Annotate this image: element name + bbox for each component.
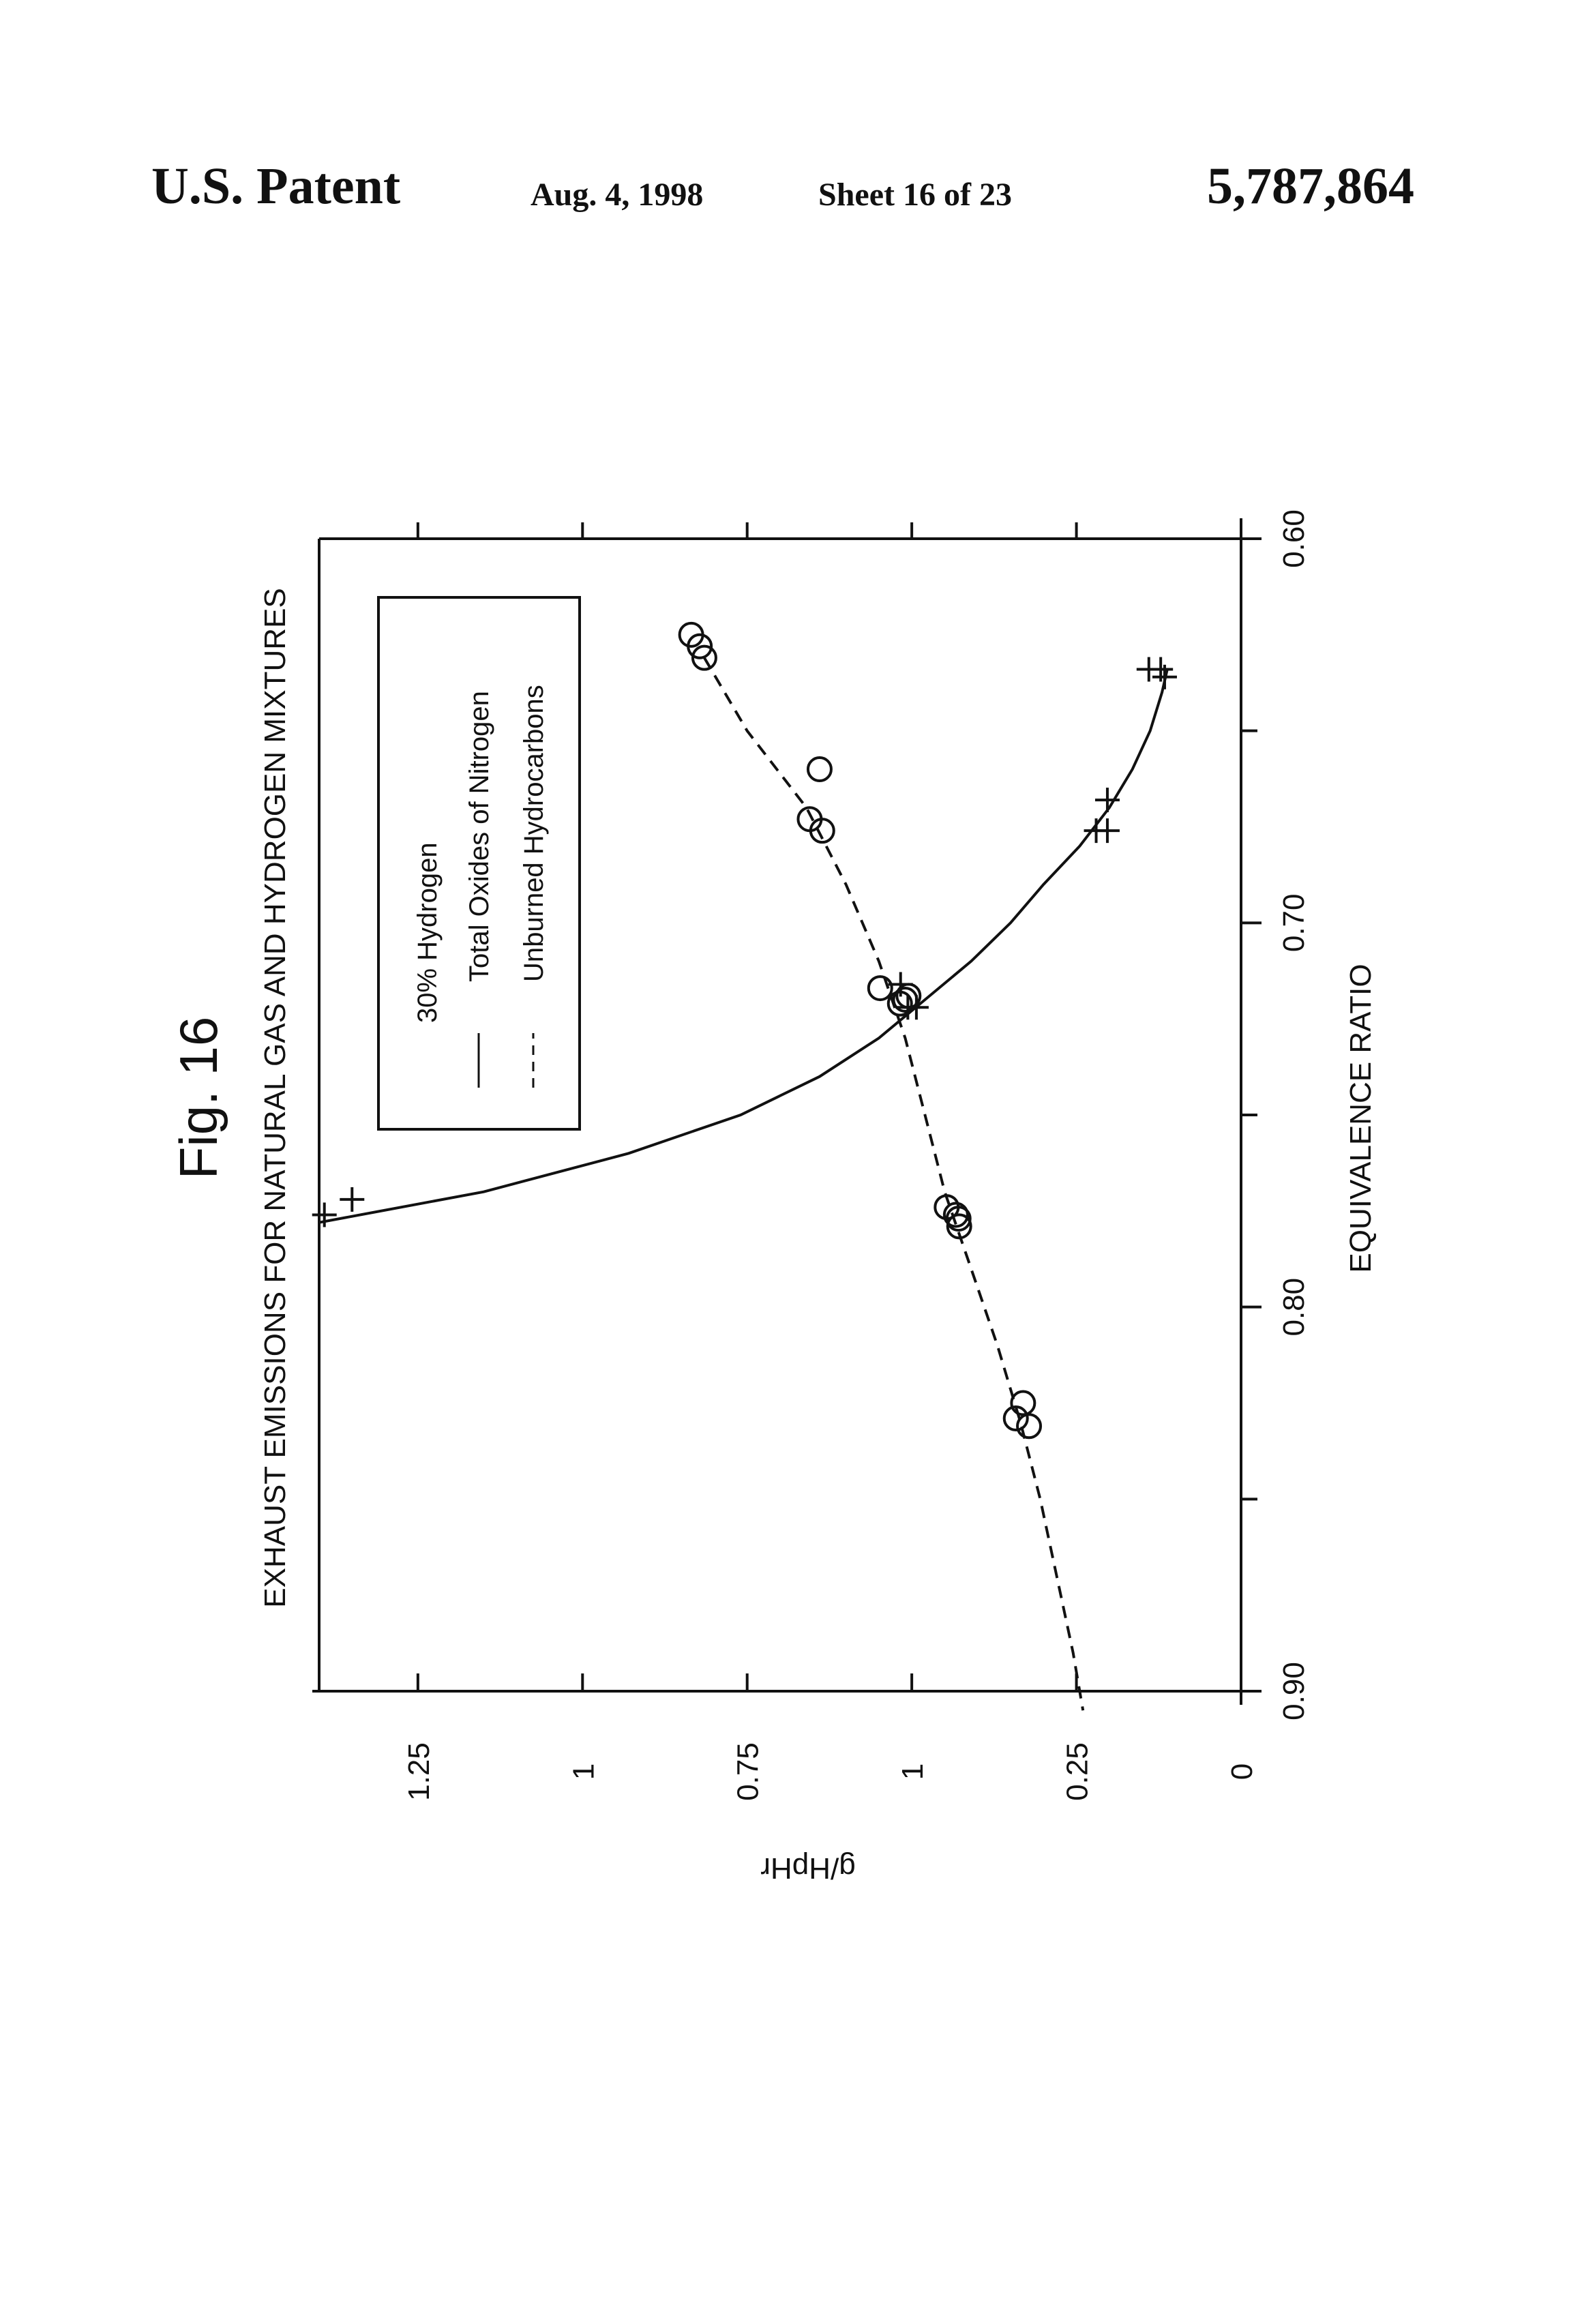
x-tick-label: 0.60	[1277, 509, 1311, 568]
axes-frame	[312, 518, 1255, 1705]
y-tick-label: 1	[567, 1763, 600, 1780]
y-tick-label: 1	[896, 1763, 929, 1780]
legend-nox-label: Total Oxides of Nitrogen	[464, 691, 494, 982]
hc-point	[808, 758, 831, 781]
x-axis-ticks: 0.90 0.80 0.70 0.60	[1241, 509, 1311, 1720]
nox-fit-line	[319, 670, 1167, 1223]
legend-hc-label: Unburned Hydrocarbons	[519, 685, 549, 982]
x-tick-label: 0.90	[1277, 1662, 1311, 1720]
y-tick-label: 0	[1225, 1763, 1259, 1780]
nox-point	[340, 1187, 364, 1212]
y-axis-label: g/HpHr	[760, 1851, 855, 1885]
x-tick-label: 0.80	[1277, 1278, 1311, 1337]
y-tick-label: 1.25	[402, 1742, 436, 1801]
y-tick-label: 0.25	[1061, 1742, 1094, 1801]
nox-point	[1095, 788, 1120, 812]
figure-label: Fig. 16	[168, 1017, 228, 1179]
x-tick-label: 0.70	[1277, 894, 1311, 953]
x-axis-label: EQUIVALENCE RATIO	[1344, 964, 1377, 1272]
nox-point	[1084, 818, 1109, 843]
legend-title: 30% Hydrogen	[413, 842, 443, 1023]
nox-point	[312, 1202, 337, 1227]
fit-curves	[319, 658, 1167, 1711]
data-markers	[312, 623, 1177, 1437]
hc-fit-line	[704, 658, 1083, 1711]
chart-title: EXHAUST EMISSIONS FOR NATURAL GAS AND HY…	[258, 588, 292, 1607]
y-tick-label: 0.75	[732, 1742, 765, 1801]
legend: 30% Hydrogen Total Oxides of Nitrogen Un…	[378, 597, 580, 1129]
hc-point	[1017, 1414, 1041, 1437]
